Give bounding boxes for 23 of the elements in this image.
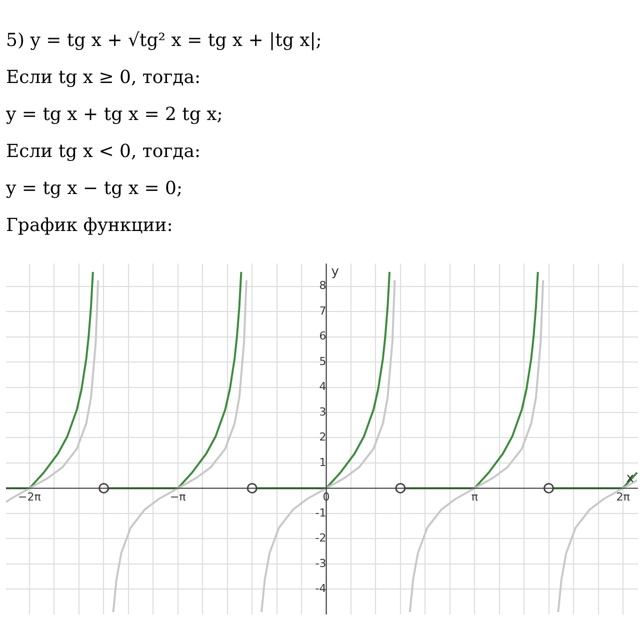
y-tick-label: 4 [319,380,326,394]
y-axis-title: y [331,264,340,280]
y-tick-label: 8 [319,279,326,292]
text: Если tg x < 0, тогда: [6,140,202,164]
x-tick-label: −2π [18,490,42,504]
y-tick-label: -2 [315,532,326,545]
text: Если tg x ≥ 0, тогда: [6,66,202,90]
y-tick-label: 3 [319,405,326,418]
text: y = tg x + tg x = 2 tg x; [6,103,224,127]
y-tick-label: 2 [319,430,326,444]
y-tick-label: 1 [319,456,326,469]
x-tick-label: π [471,490,478,504]
text: y = tg x − tg x = 0; [6,177,184,201]
y-tick-label: 5 [319,354,326,368]
y-tick-label: -1 [315,506,326,520]
x-tick-label: −π [170,490,186,504]
y-tick-label: 6 [319,330,326,343]
text: 5) y = tg x + √tg² x = tg x + |tg x|; [6,29,323,53]
y-tick-label: 7 [319,304,326,318]
y-tick-label: -3 [315,556,326,570]
text: График функции: [6,214,174,238]
x-tick-label: 2π [616,490,630,504]
y-tick-label: -4 [315,582,326,596]
